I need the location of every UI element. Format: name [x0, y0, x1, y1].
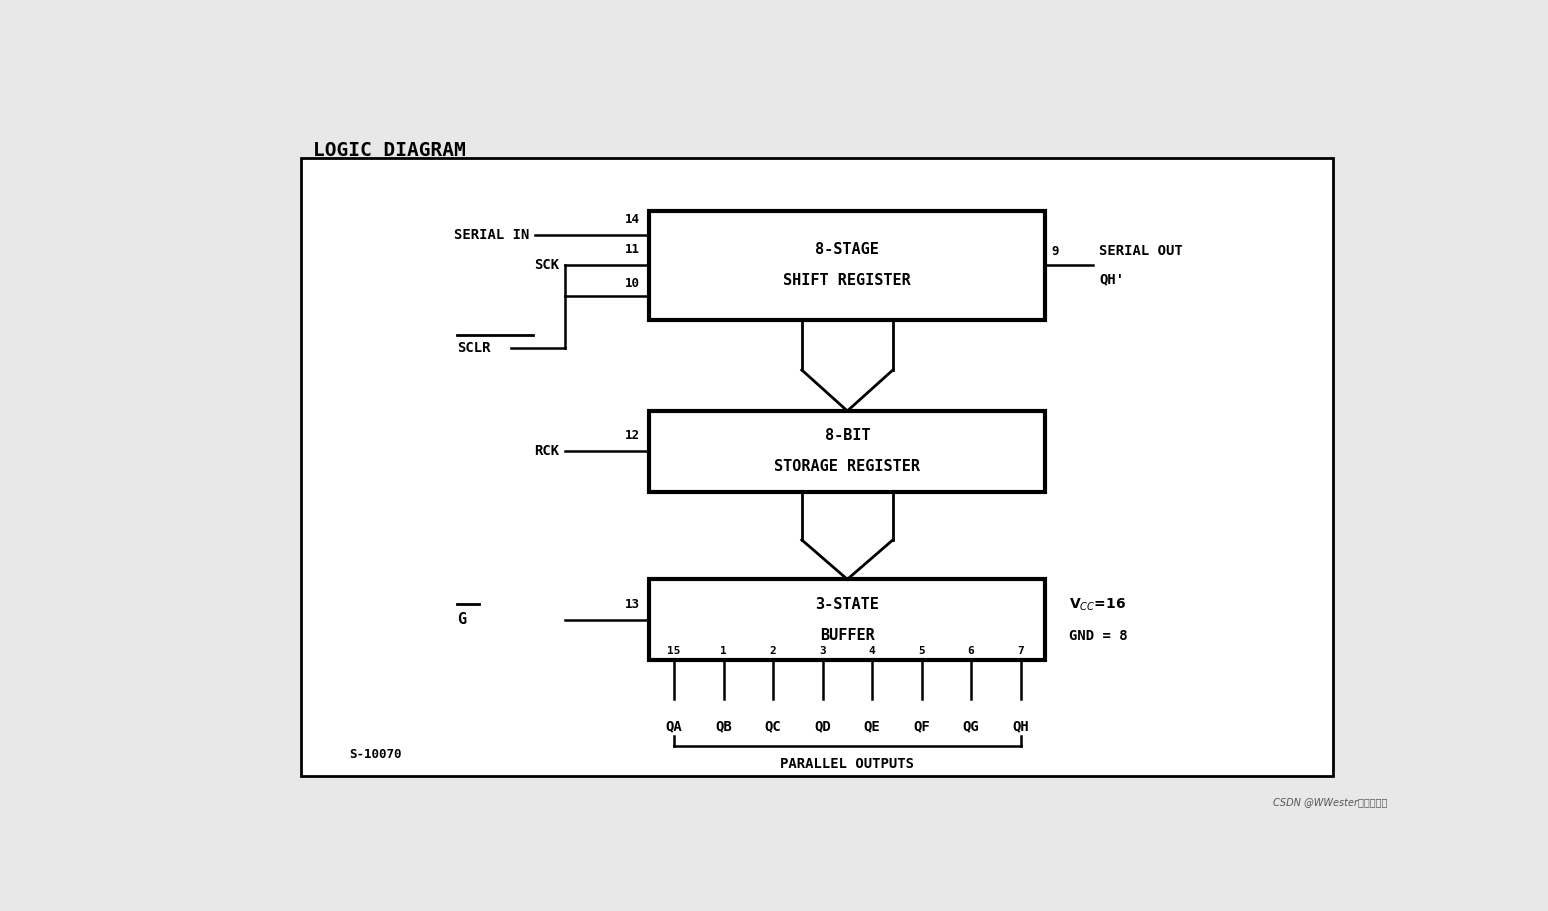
- Text: CSDN @WWester贪吃三文鱼: CSDN @WWester贪吃三文鱼: [1272, 797, 1387, 807]
- Text: 11: 11: [625, 243, 639, 256]
- Text: G: G: [458, 612, 466, 627]
- Bar: [650, 211, 1045, 320]
- Text: 4: 4: [868, 647, 876, 657]
- Text: QH: QH: [1012, 720, 1029, 733]
- Text: STORAGE REGISTER: STORAGE REGISTER: [774, 459, 921, 475]
- Text: SHIFT REGISTER: SHIFT REGISTER: [783, 273, 912, 288]
- Text: QH': QH': [1099, 272, 1124, 286]
- Text: 8-STAGE: 8-STAGE: [816, 242, 879, 258]
- Text: SCK: SCK: [534, 259, 559, 272]
- Bar: [650, 411, 1045, 492]
- Text: 13: 13: [625, 598, 639, 610]
- Text: SERIAL OUT: SERIAL OUT: [1099, 244, 1183, 259]
- Text: 9: 9: [1051, 245, 1059, 259]
- Text: BUFFER: BUFFER: [820, 628, 875, 642]
- Text: LOGIC DIAGRAM: LOGIC DIAGRAM: [313, 141, 466, 160]
- Text: 2: 2: [769, 647, 777, 657]
- Text: SCLR: SCLR: [458, 341, 491, 354]
- Text: QA: QA: [666, 720, 683, 733]
- Text: QB: QB: [715, 720, 732, 733]
- Text: QE: QE: [864, 720, 881, 733]
- Text: QG: QG: [963, 720, 980, 733]
- Text: GND = 8: GND = 8: [1070, 629, 1128, 643]
- Text: 14: 14: [625, 213, 639, 226]
- Text: PARALLEL OUTPUTS: PARALLEL OUTPUTS: [780, 757, 915, 771]
- Text: 12: 12: [625, 429, 639, 442]
- Bar: [302, 159, 1333, 775]
- Text: SERIAL IN: SERIAL IN: [454, 228, 529, 242]
- Text: 3: 3: [819, 647, 827, 657]
- Text: 3-STATE: 3-STATE: [816, 597, 879, 611]
- Text: 15: 15: [667, 647, 681, 657]
- Text: 6: 6: [968, 647, 974, 657]
- Text: 10: 10: [625, 277, 639, 291]
- Text: V$_{CC}$=16: V$_{CC}$=16: [1070, 597, 1127, 613]
- Text: QD: QD: [814, 720, 831, 733]
- Text: S-10070: S-10070: [350, 748, 402, 762]
- Text: QF: QF: [913, 720, 930, 733]
- Text: QC: QC: [765, 720, 782, 733]
- Bar: [650, 579, 1045, 660]
- Text: 7: 7: [1017, 647, 1023, 657]
- Text: RCK: RCK: [534, 445, 559, 458]
- Text: 1: 1: [720, 647, 728, 657]
- Text: 8-BIT: 8-BIT: [825, 428, 870, 444]
- Text: 5: 5: [918, 647, 926, 657]
